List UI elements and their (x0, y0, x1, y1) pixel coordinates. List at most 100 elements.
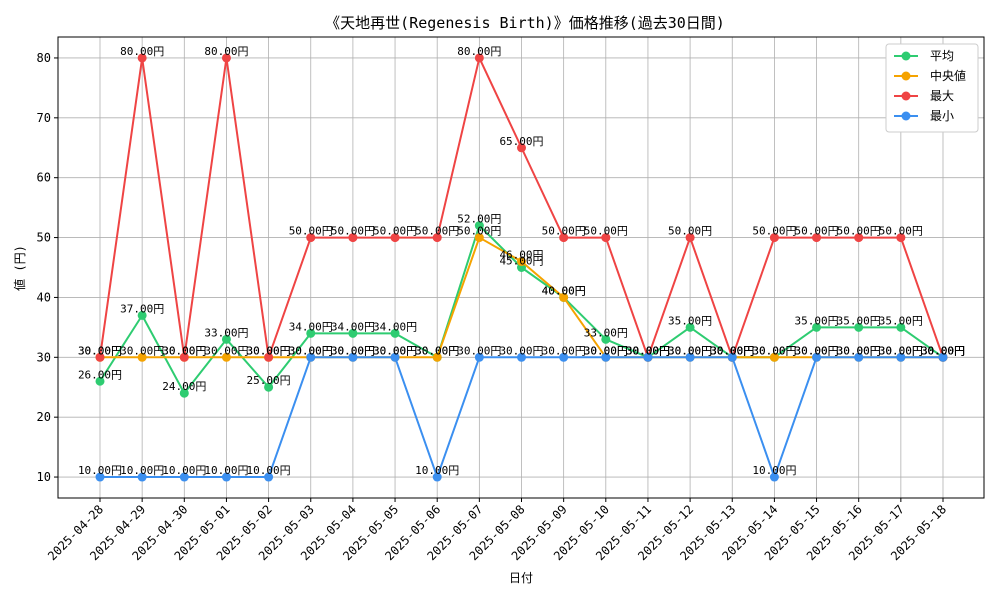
data-label: 30.00円 (373, 344, 417, 357)
data-label: 30.00円 (542, 344, 586, 357)
x-axis-label: 日付 (509, 571, 533, 585)
data-label: 30.00円 (289, 344, 333, 357)
data-label: 35.00円 (837, 314, 881, 327)
data-label: 30.00円 (331, 344, 375, 357)
data-point (812, 233, 822, 243)
data-labels: 26.00円37.00円24.00円33.00円25.00円34.00円34.0… (78, 45, 965, 477)
data-label: 30.00円 (457, 344, 501, 357)
data-label: 30.00円 (204, 344, 248, 357)
y-axis-label: 値 (円) (12, 245, 27, 291)
data-point (517, 352, 526, 362)
data-label: 34.00円 (373, 320, 417, 333)
data-label: 10.00円 (120, 464, 164, 477)
data-label: 30.00円 (837, 344, 881, 357)
data-label: 10.00円 (415, 464, 459, 477)
data-label: 10.00円 (204, 464, 248, 477)
data-point (769, 472, 779, 482)
data-point (474, 233, 484, 243)
data-label: 30.00円 (710, 344, 754, 357)
legend-item: 中央値 (894, 68, 966, 83)
data-point (264, 382, 274, 392)
data-label: 50.00円 (584, 225, 628, 238)
data-point (306, 328, 316, 338)
data-label: 35.00円 (668, 314, 712, 327)
data-point (179, 472, 189, 482)
data-label: 30.00円 (879, 344, 923, 357)
data-point (685, 233, 695, 243)
data-label: 30.00円 (78, 344, 122, 357)
data-point (727, 352, 737, 362)
data-point (179, 388, 189, 398)
legend-label: 中央値 (930, 68, 966, 83)
data-point (896, 233, 906, 243)
data-label: 30.00円 (247, 344, 291, 357)
data-label: 33.00円 (204, 326, 248, 339)
data-label: 50.00円 (752, 225, 796, 238)
data-label: 30.00円 (921, 344, 965, 357)
data-point (432, 352, 442, 362)
data-label: 30.00円 (879, 344, 923, 357)
data-label: 30.00円 (415, 344, 459, 357)
data-label: 34.00円 (331, 320, 375, 333)
data-label: 50.00円 (542, 225, 586, 238)
data-point (264, 352, 274, 362)
data-label: 30.00円 (499, 344, 543, 357)
legend-box (885, 43, 979, 133)
data-label: 52.00円 (457, 213, 501, 226)
data-label: 30.00円 (78, 344, 122, 357)
data-point (854, 322, 864, 332)
data-label: 30.00円 (162, 344, 206, 357)
data-label: 30.00円 (584, 344, 628, 357)
data-label: 26.00円 (78, 368, 122, 381)
data-point (137, 53, 147, 63)
data-point (474, 352, 484, 362)
data-label: 33.00円 (584, 326, 628, 339)
data-point (221, 472, 231, 482)
y-tick-label: 80 (37, 51, 51, 65)
data-point (221, 334, 231, 344)
data-label: 30.00円 (120, 344, 164, 357)
data-point (559, 352, 569, 362)
data-label: 30.00円 (794, 344, 838, 357)
data-label: 10.00円 (78, 464, 122, 477)
data-point (390, 328, 400, 338)
data-point (854, 233, 864, 243)
data-label: 30.00円 (626, 344, 670, 357)
data-label: 30.00円 (710, 344, 754, 357)
legend-item: 平均 (894, 49, 954, 63)
data-label: 30.00円 (247, 344, 291, 357)
data-label: 30.00円 (626, 344, 670, 357)
data-point (812, 322, 822, 332)
legend-swatch-marker (901, 91, 911, 101)
data-point (601, 352, 611, 362)
data-point (896, 322, 906, 332)
data-point (348, 233, 358, 243)
data-label: 24.00円 (162, 380, 206, 393)
data-point (601, 334, 611, 344)
data-label: 45.00円 (499, 255, 543, 268)
data-label: 30.00円 (668, 344, 712, 357)
chart-title: 《天地再世(Regenesis Birth)》価格推移(過去30日間) (325, 14, 725, 32)
data-label: 40.00円 (542, 284, 586, 297)
data-point (95, 376, 105, 386)
data-point (685, 352, 695, 362)
data-label: 30.00円 (626, 344, 670, 357)
data-label: 30.00円 (752, 344, 796, 357)
data-point (221, 53, 231, 63)
data-point (390, 352, 400, 362)
data-label: 65.00円 (499, 135, 543, 148)
data-point (938, 352, 948, 362)
data-point (601, 233, 611, 243)
data-label: 30.00円 (710, 344, 754, 357)
data-label: 30.00円 (710, 344, 754, 357)
data-point (643, 352, 653, 362)
data-label: 30.00円 (373, 344, 417, 357)
data-label: 30.00円 (584, 344, 628, 357)
data-label: 40.00円 (542, 284, 586, 297)
data-point (474, 53, 484, 63)
data-label: 30.00円 (626, 344, 670, 357)
series-3 (95, 352, 948, 482)
data-label: 50.00円 (457, 225, 501, 238)
